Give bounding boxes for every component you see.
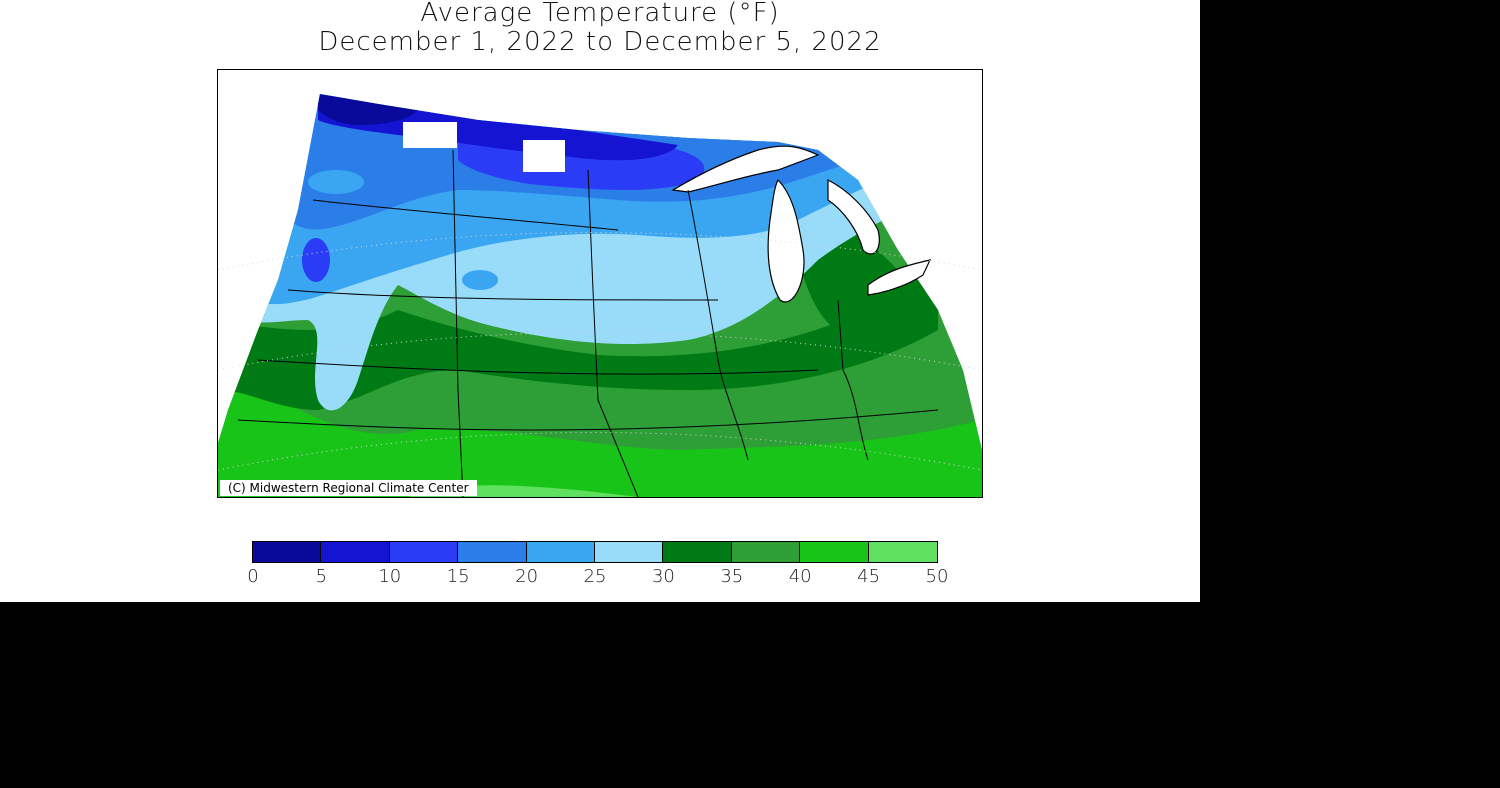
legend-tick-label: 10	[378, 566, 402, 587]
legend-tick-label: 30	[651, 566, 675, 587]
lake-erie	[867, 259, 932, 296]
legend-swatch-15-20	[458, 542, 527, 562]
boundary-line	[452, 149, 464, 497]
band-20-25-spot	[462, 270, 498, 290]
no-data-area	[523, 140, 565, 172]
legend-swatch-25-30	[594, 542, 664, 562]
band-20-25-west	[308, 170, 364, 194]
lake-huron	[827, 179, 880, 255]
temperature-map	[218, 94, 982, 497]
graticule-line	[218, 232, 982, 271]
legend-swatch-0-5	[253, 542, 322, 562]
legend-swatch-40-45	[800, 542, 869, 562]
boundary-line	[312, 199, 619, 231]
band-10-15-spot	[302, 238, 330, 282]
map-figure: Average Temperature (°F) December 1, 202…	[0, 0, 1200, 602]
legend-tick-label: 50	[925, 566, 949, 587]
temperature-field	[218, 94, 982, 497]
boundary-line	[257, 359, 819, 375]
graticule	[218, 232, 982, 471]
map-frame: (C) Midwestern Regional Climate Center	[217, 69, 983, 498]
graticule-line	[218, 332, 982, 371]
legend-swatch-20-25	[526, 542, 595, 562]
no-data-area	[403, 122, 457, 148]
graticule-line	[218, 432, 982, 471]
legend-tick-label: 40	[788, 566, 812, 587]
boundary-line	[287, 289, 719, 301]
map-date-range: December 1, 2022 to December 5, 2022	[318, 27, 882, 57]
band-40-45	[218, 370, 982, 497]
legend-tick-label: 25	[583, 566, 607, 587]
lake-superior	[671, 145, 820, 193]
boundary-line	[837, 299, 869, 461]
band-30-35	[218, 267, 938, 410]
legend-bar	[252, 541, 938, 563]
copyright-credit: (C) Midwestern Regional Climate Center	[220, 480, 477, 496]
lake-michigan	[767, 178, 805, 303]
legend-swatch-45-50	[868, 542, 937, 562]
boundary-line	[587, 169, 639, 497]
legend-tick-label: 15	[446, 566, 470, 587]
legend-tick-label: 45	[857, 566, 881, 587]
legend-tick-label: 20	[515, 566, 539, 587]
great-lakes	[671, 145, 932, 303]
legend-swatch-35-40	[731, 542, 801, 562]
boundary-line	[687, 189, 749, 461]
legend-tick-label: 5	[315, 566, 328, 587]
legend-swatch-10-15	[389, 542, 459, 562]
legend-swatch-30-35	[663, 542, 732, 562]
band-0-5	[318, 94, 418, 125]
map-title: Average Temperature (°F)	[420, 0, 780, 28]
state-boundaries	[237, 149, 939, 497]
legend-tick-label: 35	[720, 566, 744, 587]
legend-swatch-5-10	[321, 542, 390, 562]
boundary-line	[237, 409, 939, 431]
legend-tick-label: 0	[247, 566, 259, 587]
